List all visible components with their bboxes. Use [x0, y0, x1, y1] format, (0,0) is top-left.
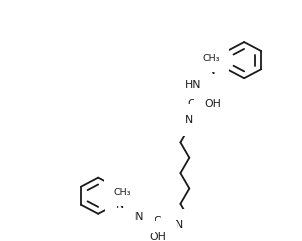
- Text: C: C: [188, 99, 195, 108]
- Text: HN: HN: [127, 212, 144, 222]
- Text: HN: HN: [185, 80, 201, 90]
- Text: N: N: [207, 65, 215, 78]
- Text: N: N: [185, 115, 194, 125]
- Text: OH: OH: [205, 99, 222, 108]
- Text: OH: OH: [149, 232, 166, 241]
- Text: N: N: [175, 220, 184, 230]
- Text: CH₃: CH₃: [113, 187, 131, 197]
- Text: N: N: [116, 200, 124, 210]
- Text: CH₃: CH₃: [202, 54, 220, 63]
- Text: C: C: [154, 216, 162, 226]
